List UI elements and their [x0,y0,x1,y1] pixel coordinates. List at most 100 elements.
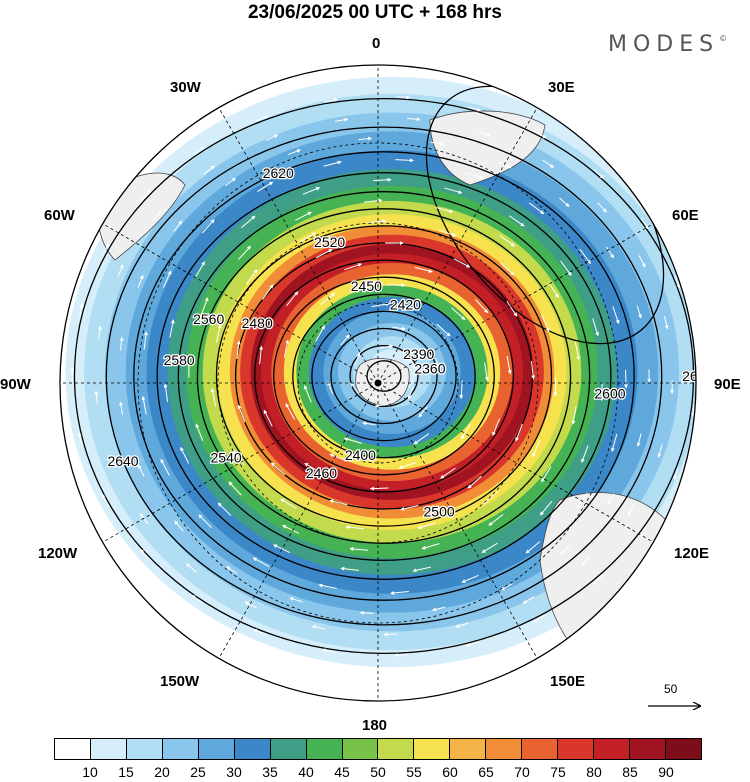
wind-vector [224,177,237,187]
copyright-mark: © [719,34,728,43]
wind-vector [571,406,577,425]
wind-vector [329,499,348,506]
wind-vector [663,315,669,330]
wind-vector [455,622,469,628]
wind-vector [398,462,417,470]
wind-vector [270,462,286,476]
height-contour [105,126,663,626]
wind-vector [321,648,336,653]
wind-vector [303,385,312,403]
wind-vector [180,446,190,464]
colorbar-tick-label: 25 [190,764,206,780]
wind-vector [408,358,418,370]
colorbar-swatch [306,739,343,759]
colorbar-swatch [558,739,595,759]
vector-scale-label: 50 [664,682,678,696]
wind-vector [506,355,512,375]
colorbar-tick-label: 20 [154,764,170,780]
wind-vector [506,300,518,317]
wind-vector [143,331,148,350]
wind-vector [139,513,149,525]
colorbar-tick-label: 50 [370,764,386,780]
south-pole-marker [374,379,382,387]
colorbar-swatch [90,739,127,759]
wind-vector [607,493,615,506]
colorbar-tick-label: 60 [442,764,458,780]
wind-vector [238,245,251,260]
wind-vector [334,117,349,122]
wind-vector [436,323,451,337]
wind-vector [200,297,209,315]
wind-vector [304,462,321,473]
wind-vector [560,544,571,555]
wind-vector [606,246,614,259]
wind-vector [201,219,215,234]
wind-vector [173,220,183,232]
wind-vector [79,303,84,317]
wind-vector [362,421,376,426]
colorbar-swatch [198,739,235,759]
wind-vector [542,159,555,168]
height-contour [156,172,612,580]
wind-vector [323,160,342,167]
contour-label: 2560 [193,311,224,327]
wind-vector [500,262,515,276]
wind-vector [373,177,392,182]
colorbar [54,738,702,760]
colorbar-tick-label: 10 [82,764,98,780]
wind-vector [194,261,205,278]
height-contour [349,344,419,408]
lon-label-120w: 120W [38,545,78,562]
contour-label: 2460 [306,465,337,481]
wind-vector [610,433,618,453]
wind-vector [597,202,607,213]
height-contour [196,208,572,544]
wind-vector [77,431,83,446]
wind-vector [302,187,321,195]
wind-vector [581,445,589,463]
wind-vector [315,249,333,259]
wind-vector [369,486,389,491]
wind-vector [318,583,337,589]
wind-vector [525,541,541,554]
wind-vector [315,325,325,342]
africa-landmass [429,110,546,186]
wind-vector [141,395,147,415]
wind-vector [273,544,291,554]
antarctica-landmass [355,358,410,406]
contour-label: 2360 [414,361,445,377]
wind-vector [392,326,406,331]
wind-vector [94,390,99,404]
wind-vector [483,491,498,504]
colorbar-swatch [270,739,307,759]
wind-vector [119,401,124,416]
wind-vector [636,305,642,319]
wind-vector [280,498,297,509]
colorbar-swatch [414,739,451,759]
wind-vector [599,382,604,402]
colorbar-tick-label: 55 [406,764,422,780]
contour-label: 2400 [345,447,376,463]
wind-vector [174,520,184,532]
lon-label-90w: 90W [0,376,31,393]
wind-vector [255,115,268,122]
wind-vector [467,106,482,112]
wind-vector [407,386,414,400]
contour-label: 2450 [351,278,382,294]
wind-vector [163,383,169,402]
wind-vector [532,614,545,623]
wind-vector [241,215,256,229]
wind-vector [396,95,411,100]
lon-label-0: 0 [372,35,381,52]
wind-vector [225,566,238,575]
height-contour [366,360,402,392]
lon-label-30w: 30W [170,79,201,96]
colorbar-swatch [234,739,271,759]
wind-vector [522,596,535,604]
wind-vector [418,406,428,418]
wind-vector [534,131,547,139]
colorbar-swatch [450,739,487,759]
wind-vector [379,344,394,349]
colorbar-tick-label: 80 [586,764,602,780]
wind-vector [191,594,203,604]
